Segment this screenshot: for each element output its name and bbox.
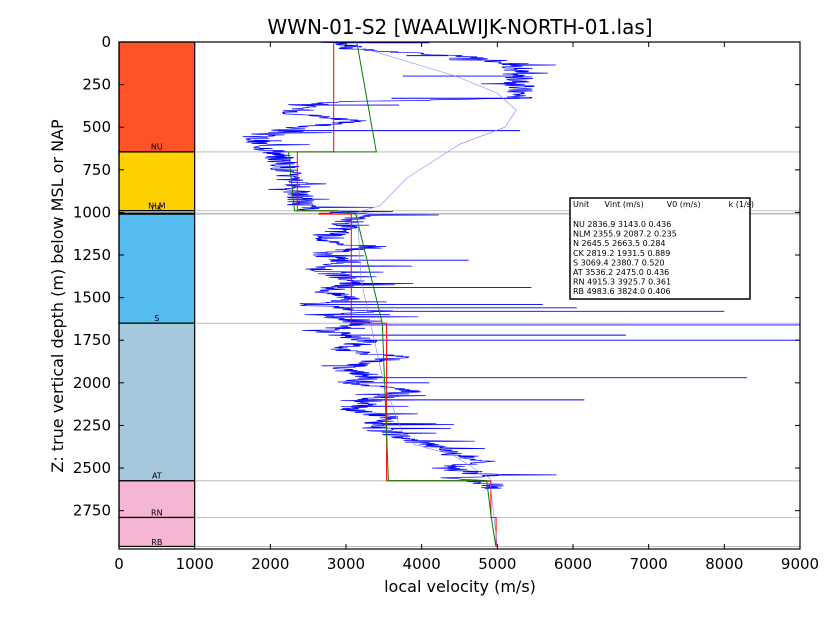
table-row-rn: RN 4915.3 3925.7 0.361 xyxy=(573,278,671,287)
unit-label-ck: CK xyxy=(151,204,163,213)
y-tick-label: 250 xyxy=(82,76,111,94)
unit-block-rb xyxy=(118,516,196,548)
y-tick-label: 2000 xyxy=(73,374,111,392)
y-tick-label: 2250 xyxy=(73,416,111,434)
table-row-rb: RB 4983.6 3824.0 0.406 xyxy=(573,287,671,296)
linear-trend-line xyxy=(287,42,497,547)
chart-title: WWN-01-S2 [WAALWIJK-NORTH-01.las] xyxy=(267,15,652,39)
table-row-nlm: NLM 2355.9 2087.2 0.235 xyxy=(573,230,677,239)
interval-velocity-table: Unit Vint (m/s) V0 (m/s) k (1/s) NU 2836… xyxy=(569,197,754,300)
x-tick-label: 9000 xyxy=(781,555,819,573)
y-tick-label: 750 xyxy=(82,161,111,179)
y-tick-label: 1500 xyxy=(73,289,111,307)
interval-velocity-step-line xyxy=(296,42,497,547)
x-axis-label: local velocity (m/s) xyxy=(384,577,536,596)
axis-ticks: 0 1000 2000 3000 4000 5000 6000 7000 8000 9000 0 25… xyxy=(73,33,819,573)
table-header: Unit Vint (m/s) V0 (m/s) k (1/s) xyxy=(573,200,754,209)
x-tick-label: 7000 xyxy=(630,555,668,573)
x-tick-label: 4000 xyxy=(403,555,441,573)
table-row-ck: CK 2819.2 1931.5 0.889 xyxy=(573,249,670,258)
y-axis-label: Z: true vertical depth (m) below MSL or … xyxy=(48,119,67,473)
unit-block-nlm xyxy=(118,151,196,212)
unit-label-at: AT xyxy=(152,472,162,481)
x-tick-label: 1000 xyxy=(176,555,214,573)
y-tick-label: 2500 xyxy=(73,459,111,477)
velocity-log-line xyxy=(242,42,557,489)
unit-label-nu: NU xyxy=(151,142,163,151)
y-tick-label: 0 xyxy=(101,33,111,51)
x-tick-label: 3000 xyxy=(327,555,365,573)
table-row-at: AT 3536.2 2475.0 0.436 xyxy=(573,268,669,277)
y-tick-label: 1750 xyxy=(73,331,111,349)
table-row-n: N 2645.5 2663.5 0.284 xyxy=(573,239,666,248)
y-tick-label: 500 xyxy=(82,118,111,136)
x-tick-label: 6000 xyxy=(554,555,592,573)
smooth-trend-curve xyxy=(353,45,517,547)
unit-label-rn: RN xyxy=(151,508,163,517)
unit-block-rn xyxy=(118,480,196,519)
unit-label-nlm: NLM xyxy=(148,202,165,211)
y-tick-label: 1250 xyxy=(73,246,111,264)
x-tick-label: 2000 xyxy=(251,555,289,573)
x-tick-label: 5000 xyxy=(478,555,516,573)
table-frame xyxy=(569,197,751,300)
x-tick-label: 8000 xyxy=(705,555,743,573)
unit-block-nu xyxy=(118,41,196,153)
y-tick-label: 1000 xyxy=(73,203,111,221)
y-tick-label: 2750 xyxy=(73,502,111,520)
table-row-s: S 3069.4 2380.7 0.520 xyxy=(573,258,665,267)
unit-label-s: S xyxy=(154,314,159,323)
plot-frame xyxy=(118,41,801,550)
unit-label-rb: RB xyxy=(151,538,162,547)
table-row-nu: NU 2836.9 3143.0 0.436 xyxy=(573,220,671,229)
velocity-series xyxy=(242,42,800,547)
unit-block-s xyxy=(118,213,196,324)
x-tick-label: 0 xyxy=(114,555,124,573)
unit-block-at xyxy=(118,322,196,482)
